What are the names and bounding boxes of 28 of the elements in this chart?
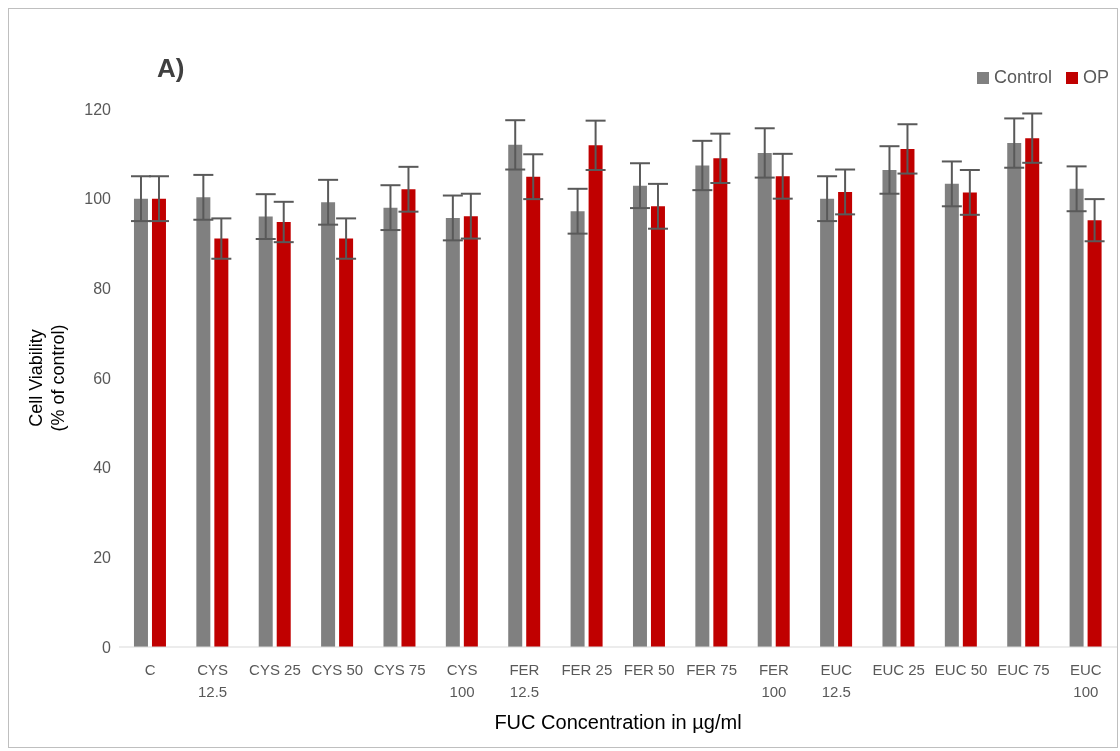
x-tick-label: EUC 12.5 bbox=[820, 661, 853, 700]
x-tick-label: FER 25 bbox=[561, 661, 613, 678]
y-tick-label: 80 bbox=[93, 280, 112, 298]
y-tick-label: 40 bbox=[93, 459, 112, 477]
y-tick-label: 100 bbox=[84, 190, 112, 208]
x-tick-label: CYS 75 bbox=[373, 661, 426, 678]
x-tick-label: CYS 25 bbox=[249, 661, 301, 678]
chart-title: A) bbox=[157, 53, 185, 84]
y-tick-label: 20 bbox=[93, 549, 112, 567]
x-tick-label: FER 50 bbox=[623, 661, 675, 678]
x-axis-title: FUC Concentration in µg/ml bbox=[494, 711, 742, 733]
x-tick-label: CYS 100 bbox=[446, 661, 478, 700]
x-tick-label: FER 12.5 bbox=[509, 661, 540, 700]
x-tick-label: EUC 100 bbox=[1069, 661, 1102, 700]
x-tick-label: C bbox=[144, 661, 156, 678]
x-tick-label: CYS 12.5 bbox=[197, 661, 228, 700]
x-tick-label: FER 100 bbox=[758, 661, 790, 700]
x-tick-label: EUC 75 bbox=[997, 661, 1050, 678]
x-tick-label: CYS 50 bbox=[311, 661, 364, 678]
y-tick-label: 120 bbox=[84, 100, 112, 118]
y-tick-label: 0 bbox=[102, 638, 112, 656]
x-tick-label: EUC 25 bbox=[872, 661, 925, 678]
legend-label: OP bbox=[1082, 67, 1109, 88]
y-axis-title: Cell Viability (% of control) bbox=[26, 324, 68, 432]
x-tick-label: EUC 50 bbox=[934, 661, 988, 678]
y-tick-label: 60 bbox=[93, 369, 112, 387]
legend-label: Control bbox=[993, 67, 1052, 88]
x-tick-label: FER 75 bbox=[686, 661, 737, 678]
